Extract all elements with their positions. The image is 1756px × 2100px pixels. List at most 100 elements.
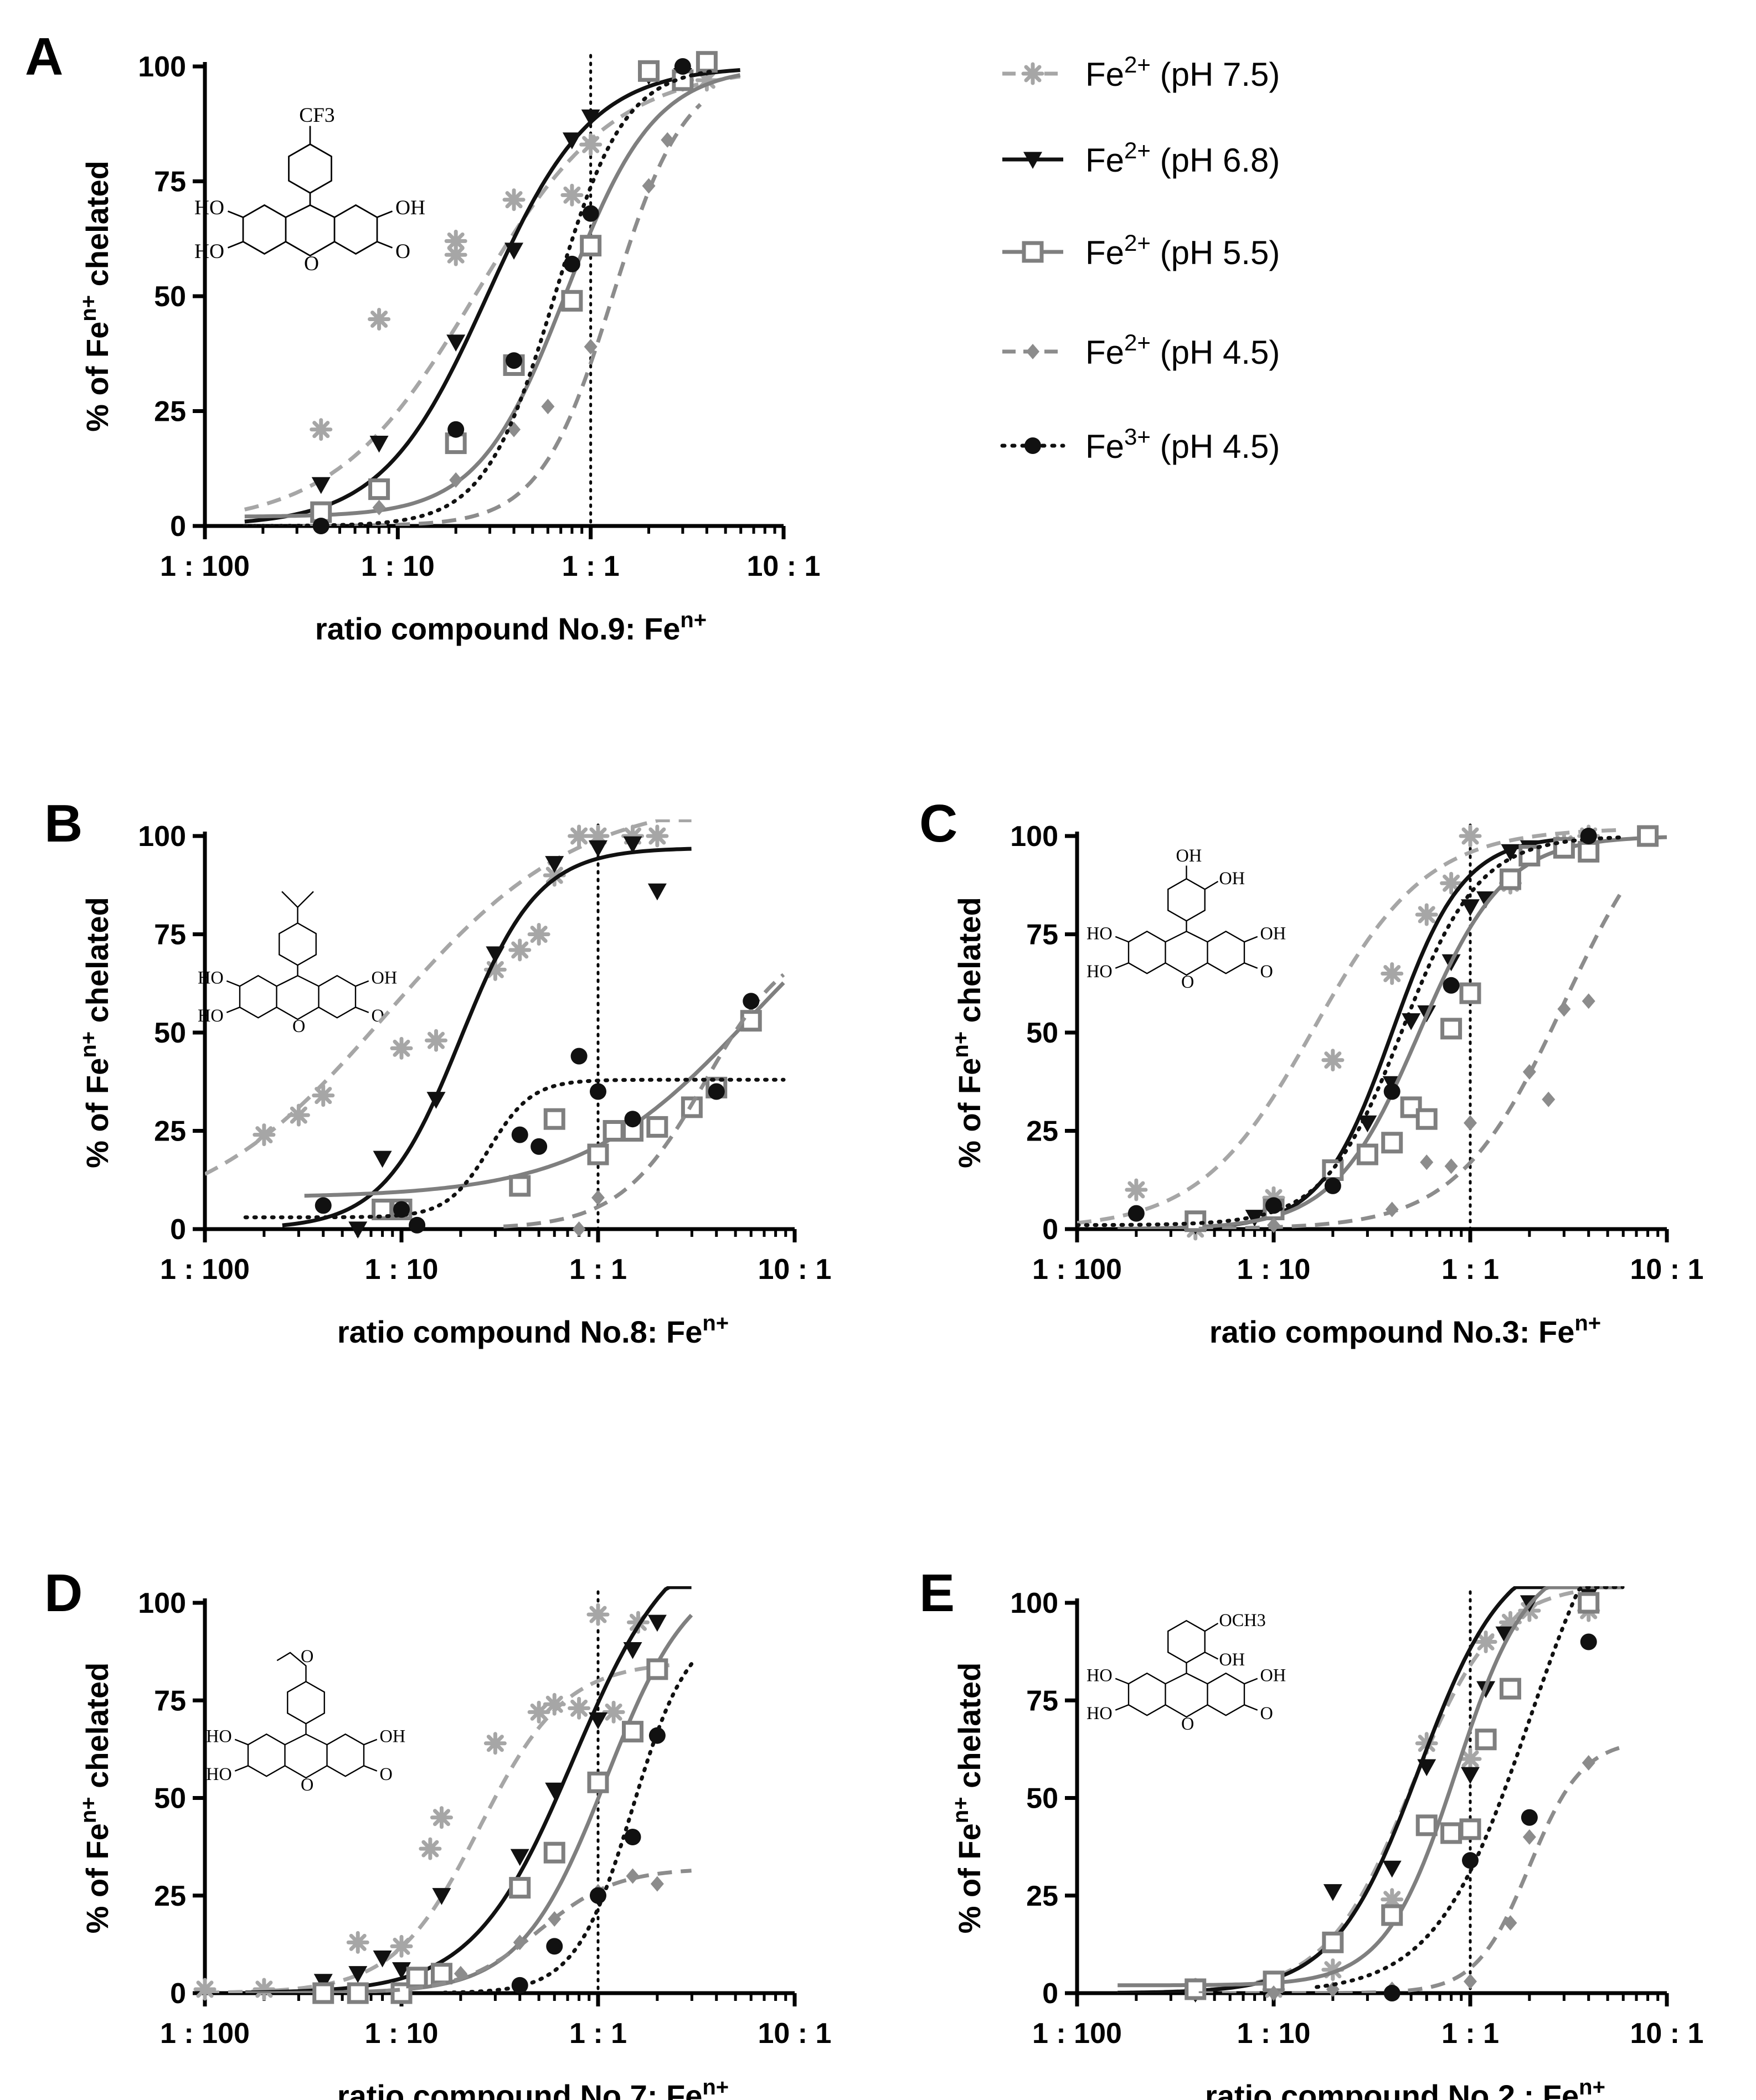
x-tick-label: 10 : 1	[1630, 2018, 1704, 2050]
data-point	[1522, 1829, 1536, 1845]
legend-label-fe2-ph68: Fe2+ (pH 6.8)	[1085, 137, 1280, 179]
series-3	[1118, 1586, 1623, 2000]
data-point	[623, 836, 642, 854]
structure-label: O	[395, 240, 410, 263]
data-point	[312, 518, 329, 534]
structure-label: HO	[1086, 961, 1113, 981]
structure-icon-compound-2: OCH3 OH HO HO OH O O	[1086, 1610, 1286, 1733]
y-tick-label: 0	[170, 1978, 186, 2010]
data-point	[560, 183, 584, 207]
x-tick-label: 1 : 1	[1441, 1253, 1499, 1286]
y-tick-label: 75	[154, 1685, 186, 1717]
data-point	[1420, 1154, 1434, 1170]
data-point	[708, 1083, 725, 1100]
structure-label: OH	[372, 968, 398, 988]
data-point	[425, 1029, 448, 1052]
data-point	[548, 1911, 562, 1927]
data-point	[587, 1143, 609, 1165]
data-point	[444, 243, 467, 266]
data-point	[1322, 1931, 1344, 1953]
data-point	[446, 334, 466, 352]
legend-marker	[1023, 152, 1042, 169]
data-point	[589, 840, 607, 858]
data-point	[426, 1092, 446, 1109]
data-point	[1557, 1001, 1571, 1017]
data-point	[647, 883, 667, 901]
panel-label-d: D	[44, 1564, 83, 1623]
legend-marker-asterisk-icon	[1021, 62, 1044, 85]
data-point	[543, 1108, 565, 1130]
data-point	[1323, 1884, 1342, 1901]
data-point	[447, 421, 465, 438]
data-point	[1578, 840, 1600, 863]
data-point	[392, 1962, 411, 1979]
data-point	[346, 1931, 369, 1954]
y-tick-label: 0	[1042, 1214, 1058, 1246]
legend-label-fe2-ph55: Fe2+ (pH 5.5)	[1085, 230, 1280, 271]
data-point	[1521, 1809, 1538, 1826]
data-point	[1501, 844, 1520, 861]
structure-label: HO	[198, 968, 224, 988]
x-tick-label: 1 : 1	[1441, 2018, 1499, 2050]
y-axis-title: % of Fen+ chelated	[76, 161, 115, 432]
x-tick-label: 1 : 1	[569, 1253, 627, 1286]
data-point	[373, 1150, 392, 1168]
data-point	[1443, 977, 1460, 994]
structure-label: OH	[1176, 845, 1202, 865]
y-tick-label: 75	[1026, 1685, 1058, 1717]
fit-curve	[205, 819, 692, 1176]
x-tick-label: 1 : 100	[160, 1253, 250, 1286]
data-point	[1125, 1178, 1148, 1201]
y-tick-label: 75	[1026, 919, 1058, 951]
legend-marker	[1024, 437, 1041, 454]
data-point	[587, 1771, 609, 1793]
structure-label: HO	[206, 1726, 232, 1746]
structure-label: O	[301, 1774, 313, 1794]
y-tick-label: 0	[1042, 1978, 1058, 2010]
data-point	[1417, 1759, 1436, 1777]
data-point	[1267, 1217, 1280, 1233]
data-point	[369, 436, 389, 453]
x-tick-label: 1 : 100	[160, 2018, 250, 2050]
x-tick-label: 10 : 1	[1630, 1253, 1704, 1286]
data-point	[543, 1693, 566, 1716]
data-point	[568, 1696, 591, 1720]
y-axis-title: % of Fen+ chelated	[949, 1663, 987, 1934]
data-point	[591, 1190, 605, 1206]
data-point	[311, 477, 331, 494]
data-point	[347, 1982, 369, 2004]
structure-label: OH	[395, 197, 425, 219]
fit-curve	[243, 1077, 786, 1220]
structure-label: OH	[1219, 1649, 1245, 1669]
y-tick-label: 75	[154, 919, 186, 951]
data-point	[527, 1700, 550, 1724]
panel-b-chart: B HO HO OH O O 0 25 50 75 100 1 : 100 1 : 10 1 …	[44, 794, 831, 1349]
x-axis-title: ratio compound No.7: Fen+	[337, 2075, 729, 2100]
y-tick-label: 100	[138, 821, 186, 853]
data-point	[287, 1103, 310, 1127]
data-point	[1324, 1177, 1341, 1194]
structure-label: O	[1260, 961, 1273, 981]
data-point	[1459, 982, 1481, 1004]
structure-label: O	[1260, 1703, 1273, 1723]
data-point	[1321, 1049, 1345, 1072]
y-tick-label: 50	[154, 1783, 186, 1815]
legend-marker	[1021, 62, 1044, 85]
data-point	[1440, 1018, 1463, 1040]
structure-label: HO	[1086, 1703, 1113, 1723]
legend-marker	[1022, 241, 1044, 263]
fit-curve	[1118, 1586, 1623, 1993]
y-axis-title: % of Fen+ chelated	[76, 1663, 115, 1934]
structure-label: HO	[198, 1005, 224, 1025]
data-point	[624, 1829, 641, 1845]
data-point	[638, 60, 660, 82]
y-axis-title: % of Fen+ chelated	[76, 897, 115, 1168]
data-point	[1464, 1115, 1477, 1131]
y-tick-label: 50	[1026, 1017, 1058, 1049]
data-point	[696, 51, 718, 73]
data-point	[1503, 1915, 1517, 1931]
data-point	[373, 1950, 392, 1968]
data-point	[543, 1841, 565, 1864]
data-point	[1582, 993, 1595, 1009]
